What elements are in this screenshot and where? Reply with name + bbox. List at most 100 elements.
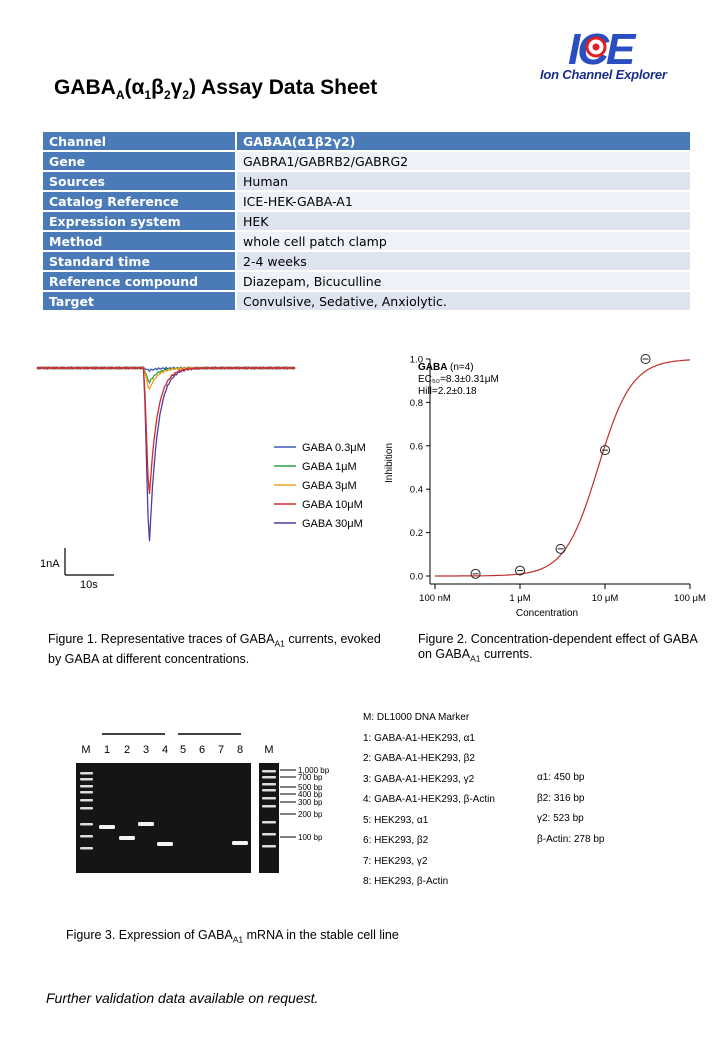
figure1-caption: Figure 1. Representative traces of GABAA…	[48, 632, 381, 666]
marker-size-label: 200 bp	[298, 810, 323, 819]
info-value: Diazepam, Bicuculline	[237, 272, 690, 290]
marker-size-label: 1,000 bp	[298, 766, 330, 775]
info-row: Reference compound Diazepam, Bicuculline	[43, 272, 690, 290]
marker-lane-image	[259, 763, 279, 873]
band-size-item: γ2: 523 bp	[537, 813, 584, 824]
figure1-traces: GABA 0.3μM GABA 1μM GABA 3μM GABA 10μM GABA …	[36, 365, 366, 591]
band-size-item: β-Actin: 278 bp	[537, 833, 605, 845]
ladder-band	[80, 799, 93, 802]
legend-label: GABA 3μM	[302, 480, 357, 492]
ladder-band	[80, 823, 93, 826]
trace-line	[36, 366, 296, 494]
info-value: HEK	[237, 212, 690, 230]
lane-label: 5	[180, 744, 186, 756]
ladder-band	[262, 783, 276, 786]
scale-x-label: 10s	[80, 579, 98, 591]
lane-label: M	[81, 744, 90, 756]
annotation-n: (n=4)	[450, 362, 474, 373]
ladder-band	[80, 772, 93, 775]
marker-size-label: 100 bp	[298, 833, 323, 842]
sample-band	[99, 825, 115, 829]
x-tick-label: 1 μM	[509, 593, 530, 604]
info-row: Sources Human	[43, 172, 690, 190]
y-tick-label: 0.4	[410, 485, 423, 496]
y-tick-label: 0.8	[410, 398, 423, 409]
ladder-band	[80, 785, 93, 788]
ladder-band	[262, 845, 276, 848]
ladder-band	[80, 847, 93, 850]
ladder-band	[80, 778, 93, 781]
lane-label: 6	[199, 744, 205, 756]
y-tick-label: 0.6	[410, 441, 423, 452]
marker-size-label: 700 bp	[298, 773, 323, 782]
info-key: Catalog Reference	[43, 192, 237, 210]
lane-label: M	[264, 744, 273, 756]
info-table: Channel GABAA(α1β2γ2) Gene GABRA1/GABRB2/GA…	[43, 130, 690, 312]
band-size-item: β2: 316 bp	[537, 792, 585, 804]
lane-label: 8	[237, 744, 243, 756]
y-axis-label: Inhibition	[384, 443, 395, 483]
annotation-name: GABA	[418, 362, 447, 373]
gel-legend-item: M: DL1000 DNA Marker	[363, 712, 470, 723]
marker-size-label: 300 bp	[298, 798, 323, 807]
info-value: Convulsive, Sedative, Anxiolytic.	[237, 292, 690, 310]
marker-size-label: 500 bp	[298, 783, 323, 792]
gel-legend-item: 8: HEK293, β-Actin	[363, 876, 449, 887]
gel-legend: M: DL1000 DNA Marker 1: GABA-A1-HEK293, α…	[363, 708, 495, 893]
ladder-band	[262, 776, 276, 779]
info-row: Method whole cell patch clamp	[43, 232, 690, 250]
info-value: ICE-HEK-GABA-A1	[237, 192, 690, 210]
info-key: Expression system	[43, 212, 237, 230]
gel-legend-item: 1: GABA-A1-HEK293, α1	[363, 732, 475, 744]
ladder-band	[262, 805, 276, 808]
lane-label: 4	[162, 744, 168, 756]
x-tick-label: 100 μM	[674, 593, 706, 604]
legend-label: GABA 10μM	[302, 499, 363, 511]
x-tick-label: 10 μM	[592, 593, 619, 604]
lane-label: 1	[104, 744, 110, 756]
x-tick-label: 100 nM	[419, 593, 451, 604]
data-point	[600, 445, 610, 456]
info-value: whole cell patch clamp	[237, 232, 690, 250]
info-row: Channel GABAA(α1β2γ2)	[43, 132, 690, 150]
ladder-band	[262, 821, 276, 824]
ladder-band	[80, 791, 93, 794]
gel-legend-item: 7: HEK293, γ2	[363, 855, 428, 867]
info-value: Human	[237, 172, 690, 190]
ladder-band	[262, 770, 276, 773]
ladder-band	[262, 797, 276, 800]
footnote: Further validation data available on req…	[46, 990, 319, 1006]
data-point	[515, 565, 525, 576]
band-size-list: α1: 450 bp β2: 316 bp γ2: 523 bp β-Actin: 2…	[537, 768, 604, 850]
ladder-band	[80, 835, 93, 838]
info-row: Gene GABRA1/GABRB2/GABRG2	[43, 152, 690, 170]
figure2-caption: Figure 2. Concentration-dependent effect…	[418, 632, 698, 664]
gel-legend-item: 5: HEK293, α1	[363, 814, 429, 826]
legend-label: GABA 30μM	[302, 518, 363, 530]
data-point	[470, 568, 481, 579]
scale-y-label: 1nA	[40, 558, 60, 570]
info-row: Expression system HEK	[43, 212, 690, 230]
ladder-band	[262, 833, 276, 836]
legend-label: GABA 1μM	[302, 461, 357, 473]
sample-band	[119, 836, 135, 840]
lane-label: 7	[218, 744, 224, 756]
info-key: Target	[43, 292, 237, 310]
sample-band	[157, 842, 173, 846]
gel-legend-item: 6: HEK293, β2	[363, 835, 429, 846]
lane-label: 2	[124, 744, 130, 756]
info-key: Method	[43, 232, 237, 250]
sample-band	[138, 822, 154, 826]
gel-image	[76, 763, 251, 873]
page-title: GABAA(α1β2γ2) Assay Data Sheet	[54, 76, 378, 103]
trace-line	[36, 366, 296, 542]
trace-line	[36, 365, 296, 385]
gel-legend-item: 2: GABA-A1-HEK293, β2	[363, 753, 475, 764]
gear-icon	[585, 36, 607, 58]
ladder-band	[262, 789, 276, 792]
figure3-caption: Figure 3. Expression of GABAA1 mRNA in t…	[66, 928, 399, 945]
info-value: GABAA(α1β2γ2)	[237, 132, 690, 150]
data-point	[640, 354, 651, 364]
annotation-ec50: EC₅₀=8.3±0.31μM	[418, 374, 499, 385]
